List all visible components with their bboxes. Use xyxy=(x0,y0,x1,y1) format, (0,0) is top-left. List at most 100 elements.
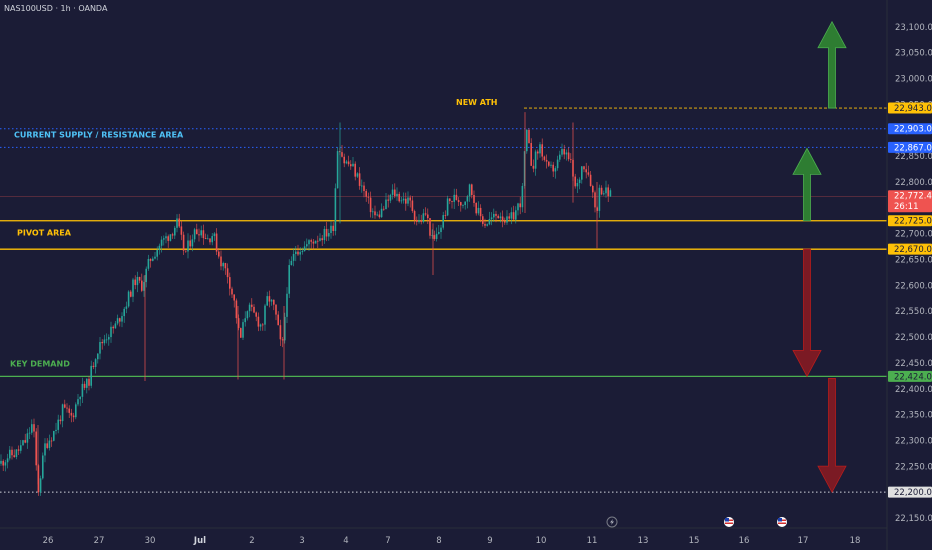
candle[interactable] xyxy=(64,399,66,409)
candle[interactable] xyxy=(603,190,605,196)
candle[interactable] xyxy=(213,232,216,241)
candle[interactable] xyxy=(101,339,103,350)
candle[interactable] xyxy=(433,230,436,241)
candle[interactable] xyxy=(37,463,40,496)
candle[interactable] xyxy=(284,312,286,344)
candle[interactable] xyxy=(17,445,20,456)
candle[interactable] xyxy=(418,214,420,224)
candle[interactable] xyxy=(537,149,539,160)
candle[interactable] xyxy=(416,216,418,226)
candle[interactable] xyxy=(563,144,565,160)
candle[interactable] xyxy=(70,408,73,423)
candle[interactable] xyxy=(127,290,130,308)
candlesticks[interactable] xyxy=(0,112,612,496)
candle[interactable] xyxy=(343,153,345,168)
candle[interactable] xyxy=(4,459,7,472)
candle[interactable] xyxy=(607,184,609,202)
candle[interactable] xyxy=(83,381,86,391)
candle[interactable] xyxy=(341,144,343,158)
candle[interactable] xyxy=(191,234,194,252)
candle[interactable] xyxy=(207,234,209,240)
candle[interactable] xyxy=(435,227,438,242)
candle[interactable] xyxy=(50,437,53,447)
candle[interactable] xyxy=(490,212,493,226)
candle[interactable] xyxy=(218,248,220,259)
candle[interactable] xyxy=(405,192,407,211)
candle[interactable] xyxy=(559,150,561,162)
candle[interactable] xyxy=(354,161,356,181)
candle[interactable] xyxy=(407,191,409,207)
candle[interactable] xyxy=(581,166,583,184)
candle[interactable] xyxy=(297,244,299,257)
candle[interactable] xyxy=(147,254,150,271)
candle[interactable] xyxy=(545,154,548,169)
candle[interactable] xyxy=(420,214,422,225)
candle[interactable] xyxy=(246,310,249,321)
candle[interactable] xyxy=(391,184,394,200)
candle[interactable] xyxy=(398,191,400,203)
candle[interactable] xyxy=(567,147,570,162)
candle[interactable] xyxy=(539,141,541,158)
candle[interactable] xyxy=(108,334,110,346)
candle[interactable] xyxy=(442,211,444,230)
candle[interactable] xyxy=(605,180,607,198)
candle[interactable] xyxy=(508,213,510,222)
candle[interactable] xyxy=(290,256,293,266)
candle[interactable] xyxy=(308,239,310,252)
candle[interactable] xyxy=(160,236,163,253)
candle[interactable] xyxy=(145,266,147,288)
candle[interactable] xyxy=(466,194,469,209)
candle[interactable] xyxy=(330,221,332,239)
candle[interactable] xyxy=(431,229,433,239)
candle[interactable] xyxy=(427,208,429,225)
candle[interactable] xyxy=(295,246,297,262)
candle[interactable] xyxy=(220,250,222,271)
candle[interactable] xyxy=(242,319,244,340)
candle[interactable] xyxy=(504,217,506,225)
candle[interactable] xyxy=(332,222,334,236)
candle[interactable] xyxy=(165,232,167,244)
candle[interactable] xyxy=(413,209,416,225)
candle[interactable] xyxy=(149,258,152,268)
candle[interactable] xyxy=(446,195,449,217)
candle[interactable] xyxy=(493,208,495,222)
candle[interactable] xyxy=(193,227,196,243)
us-flag-icon[interactable] xyxy=(777,517,787,527)
candle[interactable] xyxy=(57,414,59,434)
candle[interactable] xyxy=(552,161,554,178)
candle[interactable] xyxy=(13,449,15,458)
candle[interactable] xyxy=(314,240,317,244)
candle[interactable] xyxy=(530,138,532,166)
time-axis[interactable]: 26 27 30 Jul 2 3 4 7 8 9 10 11 13 15 16 17 18 xyxy=(43,536,861,546)
candle[interactable] xyxy=(565,149,568,161)
candle[interactable] xyxy=(134,275,136,290)
candle[interactable] xyxy=(556,155,559,171)
candle[interactable] xyxy=(9,446,11,461)
candle[interactable] xyxy=(321,234,323,247)
candle[interactable] xyxy=(75,402,77,420)
candle[interactable] xyxy=(515,206,517,224)
candle[interactable] xyxy=(262,322,264,331)
candle[interactable] xyxy=(475,202,477,216)
candle[interactable] xyxy=(90,360,92,389)
candle[interactable] xyxy=(372,208,374,219)
candle[interactable] xyxy=(204,233,207,240)
candle[interactable] xyxy=(411,196,414,213)
candle[interactable] xyxy=(11,446,13,460)
candle[interactable] xyxy=(182,231,185,255)
candle[interactable] xyxy=(231,286,233,298)
candle[interactable] xyxy=(0,454,2,466)
candle[interactable] xyxy=(116,314,119,326)
candle[interactable] xyxy=(534,149,537,176)
candle[interactable] xyxy=(99,337,101,360)
candle[interactable] xyxy=(211,232,213,246)
candle[interactable] xyxy=(328,228,330,241)
candle[interactable] xyxy=(486,223,488,227)
candle[interactable] xyxy=(257,312,260,332)
candle[interactable] xyxy=(163,235,165,246)
candle[interactable] xyxy=(594,190,596,213)
candle[interactable] xyxy=(222,261,224,271)
candle[interactable] xyxy=(248,302,251,318)
candle[interactable] xyxy=(598,184,601,218)
